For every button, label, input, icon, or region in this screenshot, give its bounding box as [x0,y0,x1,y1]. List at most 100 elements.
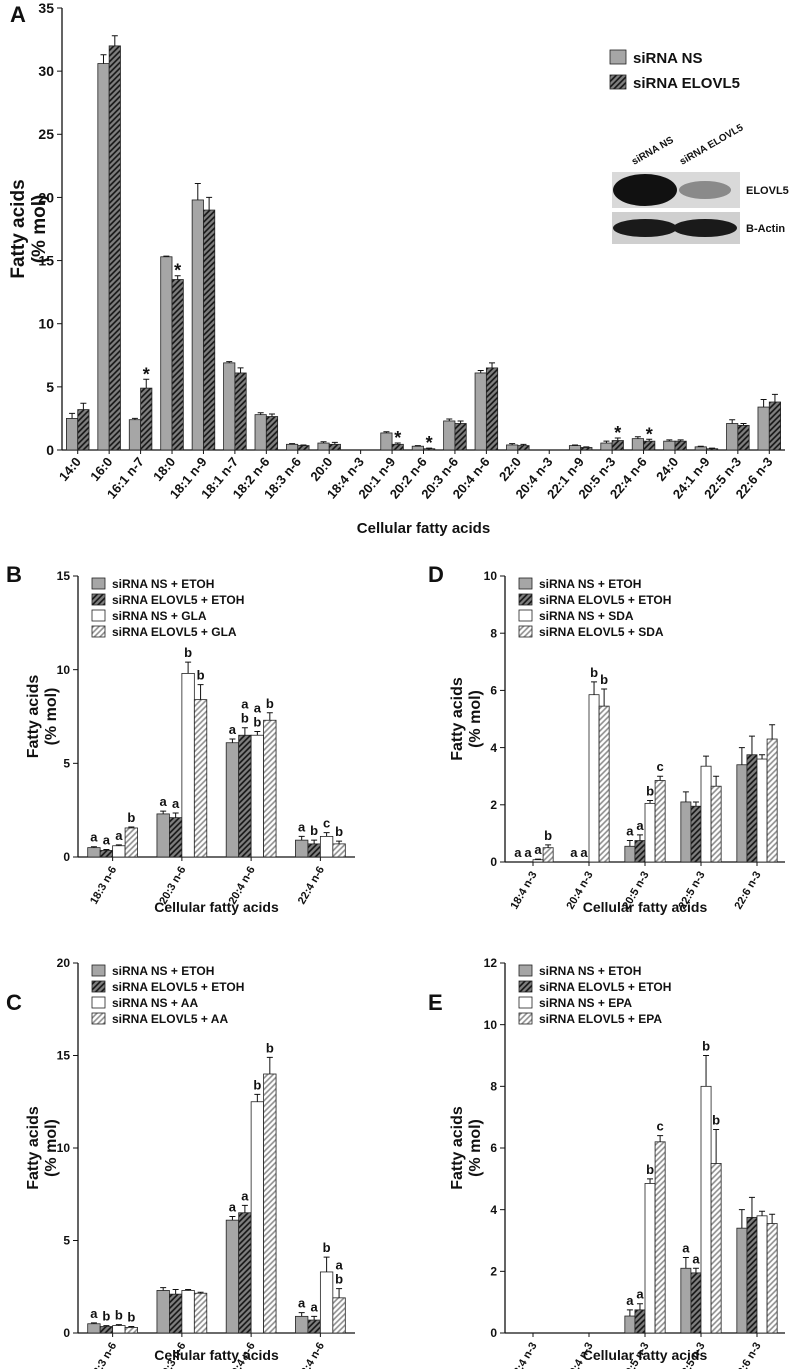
error-bar [172,812,179,818]
error-bar [682,791,689,802]
error-bar [692,1267,699,1273]
bar [380,432,393,451]
x-axis-label: Cellular fatty acids [357,520,490,537]
legend-label: siRNA ELOVL5 [633,75,740,92]
bar [238,734,252,858]
significance-label: c [657,1119,664,1134]
significance-label: * [614,423,621,443]
y-axis-label-line: Fatty acids [25,675,42,759]
legend-label: siRNA ELOVL5 + SDA [539,625,664,639]
significance-label: a [636,818,644,833]
legend-swatch [518,980,533,993]
x-axis-label: Cellular fatty acids [583,899,708,915]
x-tick-label: 18:3 n-6 [88,1341,119,1369]
error-bar [682,1256,689,1269]
legend-label: siRNA NS [633,50,702,67]
error-bar [457,420,464,424]
legend-swatch [91,964,106,977]
bar [263,719,277,858]
y-tick-label: 8 [490,1080,497,1094]
bar [600,442,613,451]
error-bar [713,1129,720,1164]
error-bar [311,1315,318,1321]
bar [756,758,768,863]
error-bar [489,362,496,368]
y-tick-label: 5 [63,757,70,771]
bar [99,1326,114,1334]
bar [588,694,600,863]
error-bar [738,747,745,765]
bar [140,387,153,451]
error-bar [174,275,181,280]
error-bar [206,196,213,211]
panel-label: E [428,990,443,1015]
significance-label: a [254,700,262,715]
error-bar [572,444,579,446]
significance-label: a [241,1188,249,1203]
error-bar [103,849,110,851]
error-bar [226,361,233,363]
significance-label: * [646,424,653,444]
y-axis-label: Fatty acids(% mol) [8,179,50,278]
error-bar [241,1204,248,1213]
bar [263,1073,277,1334]
error-bar [128,826,135,828]
error-bar [336,840,343,844]
significance-label: b [335,1272,343,1287]
bar [485,367,499,451]
significance-label: b [590,665,598,680]
significance-label: b [253,714,261,729]
bar [680,1267,692,1334]
significance-label: b [127,1310,135,1325]
significance-label: b [253,1077,261,1092]
bar [690,805,702,863]
bar [624,1315,636,1334]
legend-label: siRNA NS + ETOH [539,964,641,978]
error-bar [738,1209,745,1229]
error-bar [520,443,527,446]
bar [128,419,141,451]
error-bar [254,1093,261,1102]
x-tick-label: 20:0 [307,454,335,484]
panel-label: C [6,990,22,1015]
bar [766,738,778,863]
error-bar [446,418,453,421]
error-bar [697,445,704,447]
error-bar [657,1135,664,1142]
y-tick-label: 10 [57,663,71,677]
significance-label: a [514,845,522,860]
y-axis-label-line: (% mol) [29,195,50,264]
bar [295,1315,309,1334]
y-tick-label: 25 [38,126,54,142]
bar [474,372,487,451]
error-bar [298,835,305,841]
bar [254,414,267,451]
bar [319,1271,334,1334]
bar [225,1219,240,1334]
bar [700,765,712,863]
error-bar [197,684,204,700]
blot-band [673,219,737,237]
legend-label: siRNA NS + AA [112,996,198,1010]
significance-label: a [692,1251,700,1266]
bar [97,63,110,451]
error-bar [666,439,673,442]
bar [746,1216,758,1334]
significance-label: a [90,1306,98,1321]
bar [443,420,456,451]
legend-swatch [91,593,106,606]
error-bar [614,437,621,441]
bar [307,1319,321,1334]
error-bar [626,1309,633,1317]
bar [66,418,79,451]
error-bar [90,846,97,848]
significance-label: a [241,697,249,712]
error-bar [509,443,516,445]
legend-label: siRNA NS + ETOH [539,577,641,591]
y-tick-label: 2 [490,798,497,812]
error-bar [647,1178,654,1184]
bar [332,843,346,858]
significance-label: a [229,1199,237,1214]
error-bar [323,832,330,837]
